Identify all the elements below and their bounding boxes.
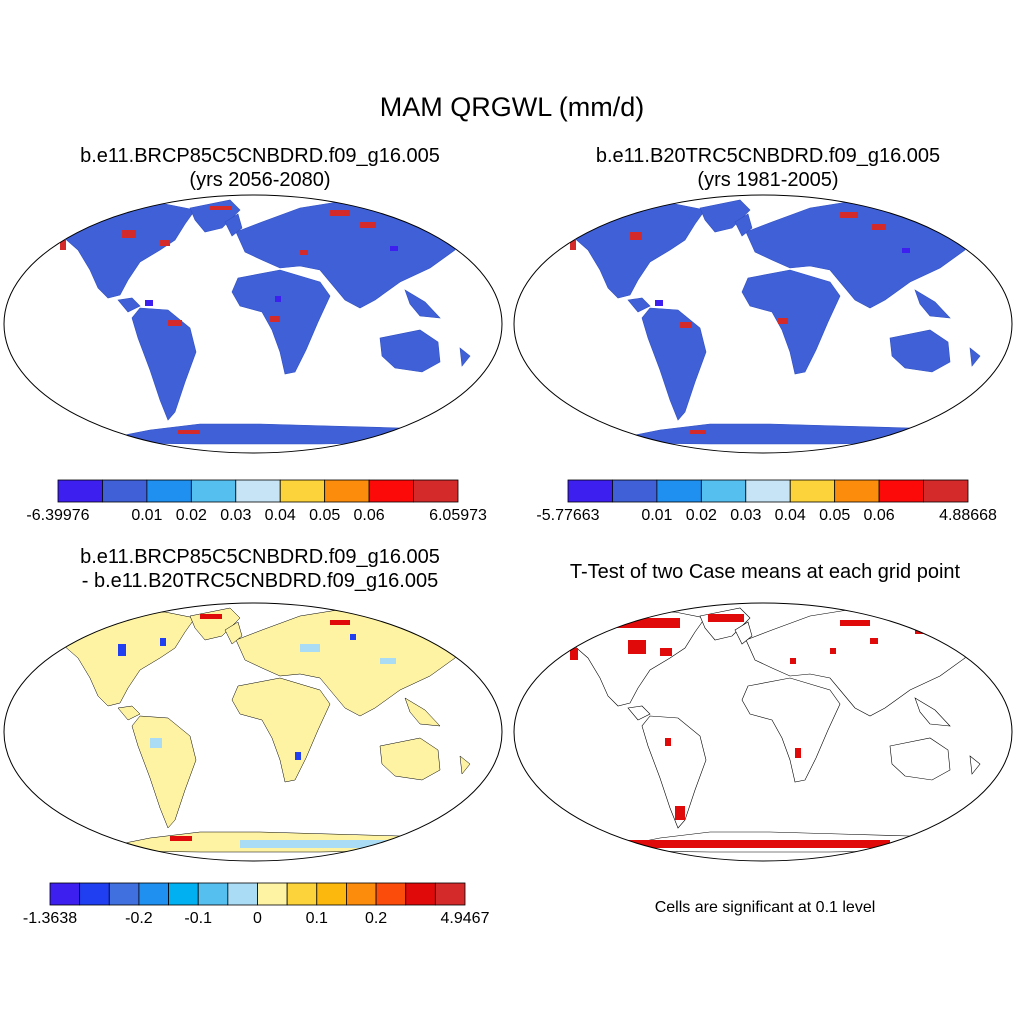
figure-title: MAM QRGWL (mm/d) [0, 92, 1024, 123]
panel-difference-case-a: b.e11.BRCP85C5CNBDRD.f09_g16.005 [20, 545, 500, 569]
colorbar-label: 4.9467 [441, 910, 490, 927]
colorbar-swatch [701, 480, 745, 502]
colorbar-label: 0.01 [131, 507, 162, 524]
colorbar-swatch [376, 883, 406, 905]
colorbar-label: 4.88668 [939, 507, 997, 524]
colorbar-label: -6.39976 [26, 507, 89, 524]
colorbar-label: 6.05973 [429, 507, 487, 524]
colorbar-difference: -1.3638 -0.2 -0.1 0 0.1 0.2 4.9467 [0, 873, 510, 933]
colorbar-swatch [139, 883, 169, 905]
map-future [0, 190, 510, 460]
colorbar-label: 0.04 [775, 507, 806, 524]
colorbar-label: 0.2 [365, 910, 387, 927]
future-land [55, 200, 470, 444]
colorbar-label: 0.01 [641, 507, 672, 524]
colorbar-swatch [50, 883, 80, 905]
colorbar-swatch [406, 883, 436, 905]
colorbar-swatch [191, 480, 235, 502]
panel-future-years: (yrs 2056-2080) [20, 168, 500, 192]
colorbar-label: -0.1 [184, 910, 212, 927]
colorbar-swatch [280, 480, 324, 502]
panel-historical-years: (yrs 1981-2005) [528, 168, 1008, 192]
significance-note: Cells are significant at 0.1 level [510, 899, 1020, 917]
colorbar-swatch [790, 480, 834, 502]
colorbar-label: -5.77663 [536, 507, 599, 524]
colorbar-swatch [169, 883, 199, 905]
colorbar-swatch [369, 480, 413, 502]
historical-land [565, 200, 980, 444]
colorbar-swatch [109, 883, 139, 905]
colorbar-swatch [325, 480, 369, 502]
colorbar-swatch [147, 480, 191, 502]
colorbar-label: 0.02 [686, 507, 717, 524]
panel-historical-title: b.e11.B20TRC5CNBDRD.f09_g16.005 (yrs 198… [528, 144, 1008, 192]
panel-difference-case-b: - b.e11.B20TRC5CNBDRD.f09_g16.005 [20, 569, 500, 593]
colorbar-label: 0.03 [730, 507, 761, 524]
colorbar-swatch [228, 883, 258, 905]
colorbar-label: -1.3638 [23, 910, 77, 927]
panel-historical-case: b.e11.B20TRC5CNBDRD.f09_g16.005 [528, 144, 1008, 168]
colorbar-label: 0.05 [309, 507, 340, 524]
colorbar-swatch [236, 480, 280, 502]
colorbar-label: 0.06 [864, 507, 895, 524]
panel-ttest-title: T-Test of two Case means at each grid po… [510, 561, 1020, 584]
colorbar-label: -0.2 [125, 910, 153, 927]
panel-future-title: b.e11.BRCP85C5CNBDRD.f09_g16.005 (yrs 20… [20, 144, 500, 192]
colorbar-swatch [414, 480, 458, 502]
colorbar-label: 0 [253, 910, 262, 927]
colorbar-swatch [924, 480, 968, 502]
colorbar-swatch [58, 480, 102, 502]
map-difference [0, 598, 510, 868]
map-ttest [510, 598, 1020, 868]
colorbar-swatch [879, 480, 923, 502]
colorbar-swatch [80, 883, 110, 905]
colorbar-historical: -5.77663 0.01 0.02 0.03 0.04 0.05 0.06 4.88668 [510, 470, 1020, 530]
ttest-land [565, 608, 980, 852]
colorbar-swatch [612, 480, 656, 502]
colorbar-swatch [746, 480, 790, 502]
colorbar-swatch [435, 883, 465, 905]
colorbar-swatch [835, 480, 879, 502]
panel-future-case: b.e11.BRCP85C5CNBDRD.f09_g16.005 [20, 144, 500, 168]
colorbar-swatch [258, 883, 288, 905]
colorbar-swatch [198, 883, 228, 905]
colorbar-swatch [346, 883, 376, 905]
colorbar-label: 0.05 [819, 507, 850, 524]
colorbar-label: 0.04 [265, 507, 296, 524]
colorbar-label: 0.03 [220, 507, 251, 524]
colorbar-label: 0.06 [354, 507, 385, 524]
colorbar-swatch [568, 480, 612, 502]
colorbar-label: 0.02 [176, 507, 207, 524]
map-historical [510, 190, 1020, 460]
colorbar-swatch [287, 883, 317, 905]
difference-land [55, 608, 470, 852]
panel-difference-title: b.e11.BRCP85C5CNBDRD.f09_g16.005 - b.e11… [20, 545, 500, 593]
colorbar-swatch [317, 883, 347, 905]
colorbar-future: -6.39976 0.01 0.02 0.03 0.04 0.05 0.06 6.05973 [0, 470, 510, 530]
colorbar-swatch [102, 480, 146, 502]
colorbar-swatch [657, 480, 701, 502]
colorbar-label: 0.1 [306, 910, 328, 927]
